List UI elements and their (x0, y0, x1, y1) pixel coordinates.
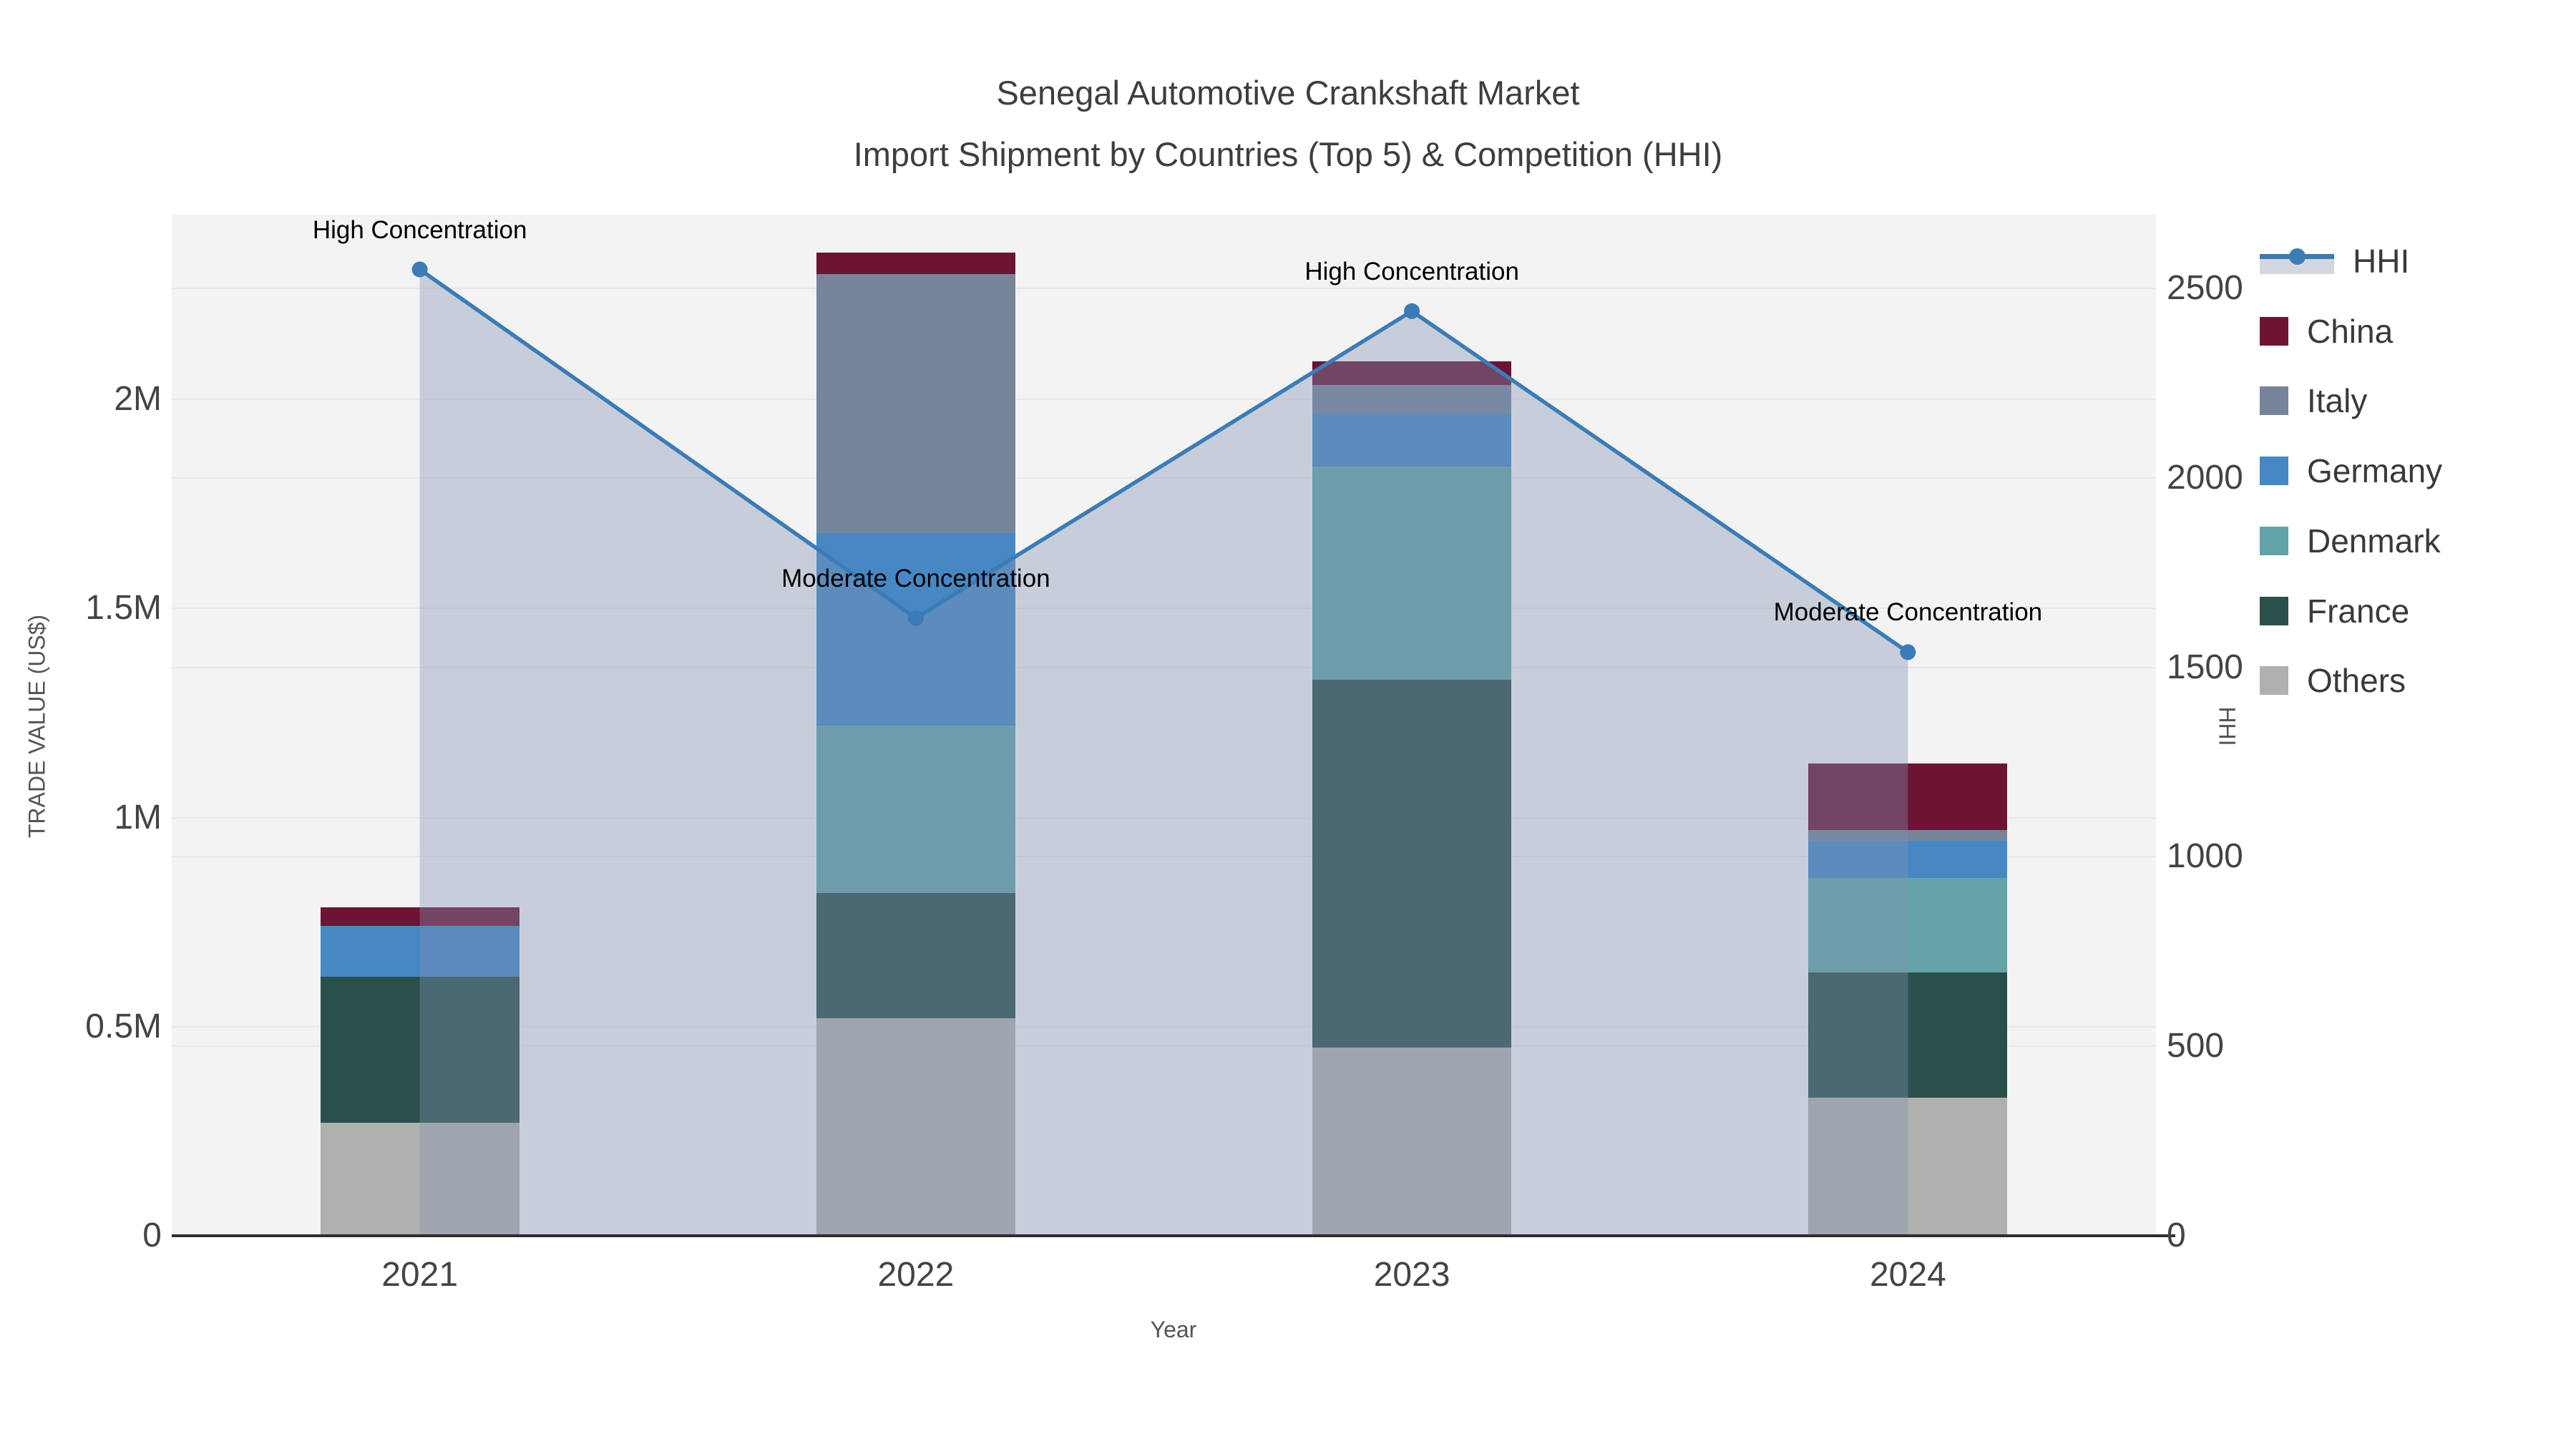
x-tick-2023: 2023 (1373, 1256, 1450, 1294)
annotation-2022: Moderate Concentration (781, 564, 1050, 592)
legend-item-china[interactable]: China (2260, 310, 2393, 353)
bar-segment-china-2023 (1312, 361, 1512, 385)
bar-segment-italy-2022 (816, 273, 1015, 534)
hhi-legend-sample-icon (2260, 245, 2334, 277)
x-axis-line (172, 1234, 2175, 1237)
bar-segment-china-2021 (320, 907, 519, 927)
left-tick-0.5M: 0.5M (85, 1007, 162, 1045)
right-tick-500: 500 (2167, 1027, 2225, 1065)
bar-segment-germany-2024 (1808, 840, 2008, 879)
gridline-trade-value (172, 816, 2156, 819)
bar-segment-france-2024 (1808, 972, 2008, 1098)
right-axis-title: HHI (2214, 706, 2240, 746)
gridline-hhi (172, 856, 2156, 858)
legend-swatch-denmark (2260, 526, 2288, 555)
bar-segment-germany-2021 (320, 926, 519, 977)
right-tick-1000: 1000 (2167, 837, 2243, 876)
legend-label-others: Others (2307, 662, 2406, 700)
legend-swatch-france (2260, 596, 2288, 625)
chart-title-line2: Import Shipment by Countries (Top 5) & C… (853, 135, 1723, 173)
legend-label-italy: Italy (2307, 382, 2368, 420)
bar-segment-china-2022 (816, 253, 1015, 274)
x-tick-2022: 2022 (877, 1256, 955, 1294)
bar-segment-denmark-2024 (1808, 878, 2008, 972)
legend-swatch-italy (2260, 386, 2288, 416)
bar-segment-germany-2022 (816, 533, 1015, 726)
right-tick-2500: 2500 (2167, 269, 2243, 307)
left-tick-0: 0 (142, 1216, 162, 1254)
legend-item-denmark[interactable]: Denmark (2260, 519, 2441, 562)
legend-swatch-germany (2260, 457, 2288, 486)
right-tick-0: 0 (2167, 1216, 2186, 1254)
bar-segment-germany-2023 (1312, 414, 1512, 467)
bar-segment-others-2022 (816, 1018, 1015, 1236)
legend-item-france[interactable]: France (2260, 590, 2409, 633)
gridline-hhi (172, 477, 2156, 479)
left-tick-2M: 2M (114, 380, 162, 418)
left-tick-1.5M: 1.5M (85, 589, 162, 628)
gridline-hhi (172, 1045, 2156, 1048)
legend-label-china: China (2307, 312, 2394, 350)
bar-segment-others-2024 (1808, 1098, 2008, 1236)
gridline-trade-value (172, 399, 2156, 400)
bar-segment-italy-2023 (1312, 384, 1512, 414)
right-tick-1500: 1500 (2167, 648, 2243, 686)
bar-segment-denmark-2022 (816, 725, 1015, 893)
legend-item-hhi[interactable]: HHI (2260, 240, 2409, 283)
left-tick-1M: 1M (114, 798, 162, 836)
legend-swatch-others (2260, 666, 2288, 696)
left-axis-title: TRADE VALUE (US$) (24, 614, 50, 839)
bar-segment-others-2021 (320, 1123, 519, 1236)
x-tick-2024: 2024 (1869, 1256, 1946, 1294)
bar-segment-others-2023 (1312, 1047, 1512, 1236)
bar-segment-denmark-2023 (1312, 466, 1512, 680)
annotation-2024: Moderate Concentration (1773, 598, 2043, 627)
gridline-trade-value (172, 1025, 2156, 1028)
bar-segment-france-2023 (1312, 679, 1512, 1048)
x-tick-2021: 2021 (381, 1256, 459, 1294)
legend-label-france: France (2307, 592, 2410, 630)
legend-item-italy[interactable]: Italy (2260, 379, 2367, 422)
chart-title-line1: Senegal Automotive Crankshaft Market (996, 74, 1580, 112)
legend-background (2248, 228, 2570, 721)
hhi-marker-swatch (2289, 248, 2306, 265)
right-tick-2000: 2000 (2167, 458, 2243, 497)
legend-label-germany: Germany (2307, 452, 2443, 490)
gridline-hhi (172, 288, 2156, 289)
bar-segment-italy-2024 (1808, 830, 2008, 841)
legend-swatch-china (2260, 316, 2288, 346)
annotation-2023: High Concentration (1304, 257, 1519, 286)
legend-item-others[interactable]: Others (2260, 659, 2406, 702)
annotation-2021: High Concentration (312, 215, 527, 244)
legend-item-germany[interactable]: Germany (2260, 449, 2442, 492)
bar-segment-france-2021 (320, 976, 519, 1123)
bar-segment-france-2022 (816, 892, 1015, 1019)
bar-segment-china-2024 (1808, 763, 2008, 831)
x-axis-title: Year (1150, 1317, 1197, 1342)
legend-label-denmark: Denmark (2307, 522, 2441, 560)
gridline-hhi (172, 666, 2156, 668)
legend-label-hhi: HHI (2353, 243, 2410, 280)
